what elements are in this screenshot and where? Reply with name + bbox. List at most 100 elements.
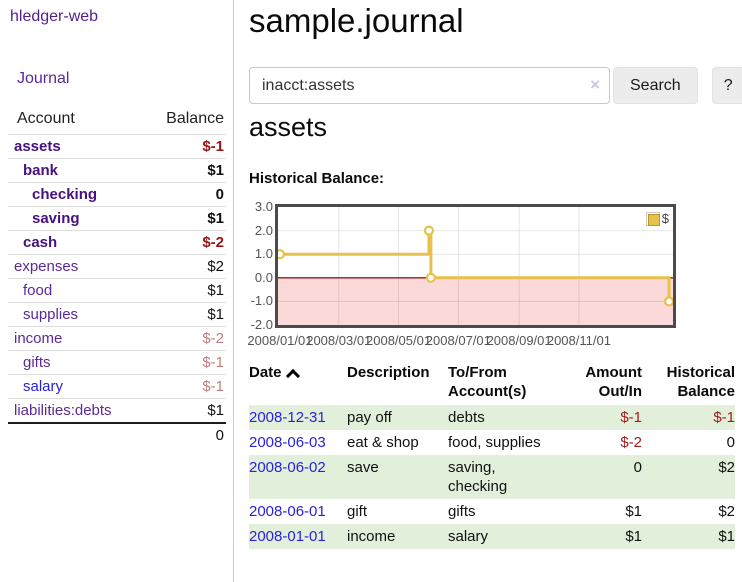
- account-link[interactable]: saving: [32, 210, 80, 227]
- account-cell: bank: [8, 158, 139, 183]
- register-row: 2008-01-01 income salary $1 $1: [249, 524, 735, 549]
- search-input[interactable]: [249, 67, 610, 104]
- register-table: Date Description To/From Account(s) Amou…: [249, 361, 735, 549]
- transaction-balance-cell: $2: [718, 503, 735, 520]
- transaction-balance-cell: $2: [642, 455, 735, 499]
- search-button[interactable]: Search: [613, 67, 698, 104]
- chart-canvas: [278, 207, 673, 325]
- account-link[interactable]: cash: [23, 234, 58, 251]
- y-tick-label: 2.0: [254, 222, 273, 238]
- transaction-date-link[interactable]: 2008-12-31: [249, 409, 326, 426]
- transaction-amount-cell: $-2: [620, 434, 642, 451]
- transaction-date-link[interactable]: 2008-06-01: [249, 503, 326, 520]
- transaction-date-link[interactable]: 2008-01-01: [249, 528, 326, 545]
- transaction-amount-cell: 0: [578, 455, 642, 499]
- clear-search-icon[interactable]: ×: [590, 75, 600, 94]
- account-link[interactable]: food: [23, 282, 53, 299]
- sort-ascending-icon: [285, 368, 300, 384]
- transaction-date-link[interactable]: 2008-06-03: [249, 434, 326, 451]
- account-cell: income: [8, 326, 139, 351]
- account-row: supplies $1: [8, 302, 226, 327]
- account-balance: $1: [138, 158, 226, 183]
- transaction-description-cell: eat & shop: [347, 434, 419, 451]
- account-row: liabilities:debts $1: [8, 399, 226, 424]
- transaction-accounts-cell: debts: [448, 405, 578, 430]
- account-balance: $1: [138, 206, 226, 231]
- register-header-accounts: To/From Account(s): [448, 364, 527, 400]
- y-tick-label: 1.0: [254, 246, 273, 262]
- account-link[interactable]: gifts: [23, 354, 51, 371]
- transaction-date-cell: 2008-01-01: [249, 524, 347, 549]
- transaction-description-cell: save: [347, 455, 448, 499]
- account-link[interactable]: liabilities:debts: [14, 402, 112, 419]
- transaction-balance-cell: $1: [642, 524, 735, 549]
- accounts-table-body: assets $-1 bank $1 checking 0 saving $1 cash $-2 e…: [8, 134, 226, 424]
- register-header-balance: Historical Balance: [666, 364, 735, 400]
- x-tick-label: 2008/09/01: [486, 333, 552, 348]
- transaction-date-cell: 2008-06-02: [249, 455, 347, 499]
- help-button[interactable]: ?: [711, 67, 742, 104]
- account-cell: salary: [8, 374, 139, 399]
- transaction-amount-cell: $1: [625, 503, 642, 520]
- account-row: income $-2: [8, 326, 226, 351]
- account-balance: $-2: [138, 326, 226, 351]
- transaction-date-cell: 2008-06-01: [249, 499, 347, 524]
- account-link[interactable]: supplies: [23, 306, 79, 323]
- transaction-date-cell: 2008-12-31: [249, 405, 347, 430]
- register-table-body: 2008-12-31 pay off debts $-1 $-1 2008-06-03 ea…: [249, 405, 735, 549]
- transaction-accounts-cell: gifts: [448, 503, 476, 520]
- transaction-date-cell: 2008-06-03: [249, 430, 347, 455]
- account-cell: food: [8, 278, 139, 303]
- accounts-table: Account Balance assets $-1 bank $1 checking 0…: [8, 106, 226, 447]
- account-cell: assets: [8, 134, 139, 159]
- x-tick-label: 2008/11/01: [546, 333, 611, 348]
- account-balance: $-2: [138, 230, 226, 255]
- accounts-total-row: 0: [8, 422, 226, 447]
- transaction-description-cell: income: [347, 524, 448, 549]
- transaction-accounts-cell: salary: [448, 524, 578, 549]
- account-balance: $-1: [138, 134, 226, 159]
- y-tick-label: -2.0: [250, 317, 273, 332]
- account-row: salary $-1: [8, 374, 226, 399]
- x-tick-label: 2008/01/01: [247, 333, 313, 348]
- account-cell: expenses: [8, 254, 139, 279]
- account-link[interactable]: expenses: [14, 258, 79, 275]
- account-row: cash $-2: [8, 230, 226, 255]
- accounts-header-balance: Balance: [138, 106, 226, 135]
- transaction-accounts-cell: saving, checking: [448, 455, 578, 499]
- register-row: 2008-12-31 pay off debts $-1 $-1: [249, 405, 735, 430]
- account-link[interactable]: income: [14, 330, 63, 347]
- account-row: assets $-1: [8, 134, 226, 159]
- brand-link[interactable]: hledger-web: [10, 8, 99, 25]
- register-header-date[interactable]: Date: [249, 361, 347, 405]
- historical-balance-chart: 3.0 2.0 1.0 0.0 -1.0 -2.0 $ 2008/01/01 2008/03…: [247, 199, 719, 352]
- transaction-balance-cell: $-1: [642, 405, 735, 430]
- account-balance: $1: [207, 402, 224, 419]
- transaction-amount-cell: $1: [578, 524, 642, 549]
- transaction-description-cell: gift: [347, 503, 368, 520]
- account-cell: gifts: [8, 350, 139, 375]
- account-link[interactable]: checking: [32, 186, 98, 203]
- register-row: 2008-06-03 eat & shop food, supplies $-2 0: [249, 430, 735, 455]
- main-content: sample.journal × Search ? assets Histori…: [247, 0, 742, 582]
- register-header-amount: Amount Out/In: [585, 364, 642, 400]
- account-balance: $1: [138, 302, 226, 327]
- y-tick-label: -1.0: [250, 293, 273, 309]
- register-row: 2008-06-02 save saving, checking 0 $2: [249, 455, 735, 499]
- register-row: 2008-06-01 gift gifts $1 $2: [249, 499, 735, 524]
- transaction-date-link[interactable]: 2008-06-02: [249, 459, 326, 476]
- x-tick-label: 2008/03/01: [306, 333, 372, 348]
- account-link[interactable]: assets: [14, 138, 61, 155]
- accounts-total-spacer: [8, 422, 139, 447]
- search-input-wrap: ×: [249, 67, 610, 104]
- account-balance: $1: [138, 278, 226, 303]
- y-tick-label: 0.0: [254, 269, 273, 285]
- search-form: × Search ?: [249, 67, 742, 104]
- account-heading: assets: [249, 112, 328, 142]
- account-link[interactable]: salary: [23, 378, 64, 395]
- account-row: saving $1: [8, 206, 226, 231]
- account-link[interactable]: bank: [23, 162, 59, 179]
- sidebar-item-journal[interactable]: Journal: [17, 70, 70, 87]
- accounts-total-value: 0: [138, 422, 226, 447]
